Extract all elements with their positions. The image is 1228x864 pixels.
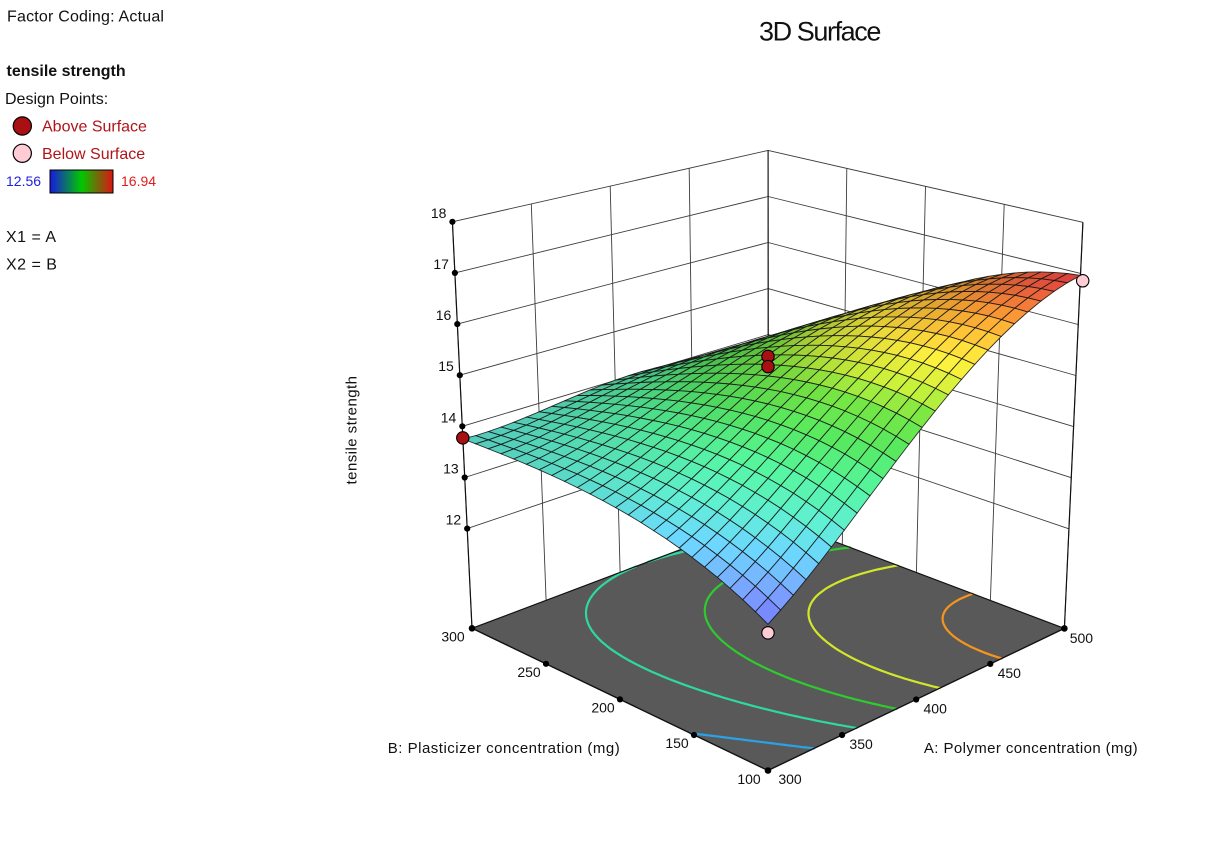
svg-text:150: 150 [665, 735, 689, 751]
svg-text:Above Surface: Above Surface [42, 119, 147, 136]
svg-text:300: 300 [778, 771, 802, 787]
svg-text:B: Plasticizer concentration (: B: Plasticizer concentration (mg) [388, 740, 620, 757]
svg-text:X2 = B: X2 = B [6, 257, 57, 274]
svg-text:12: 12 [446, 512, 462, 528]
svg-text:Factor Coding: Actual: Factor Coding: Actual [7, 9, 164, 26]
svg-text:X1 = A: X1 = A [6, 229, 57, 246]
svg-text:13: 13 [443, 461, 459, 477]
svg-text:400: 400 [924, 701, 948, 717]
svg-text:100: 100 [737, 771, 761, 787]
svg-text:tensile strength: tensile strength [7, 63, 126, 80]
svg-text:tensile strength: tensile strength [344, 376, 361, 485]
svg-text:350: 350 [849, 736, 873, 752]
svg-text:15: 15 [438, 358, 454, 374]
svg-text:500: 500 [1070, 630, 1094, 646]
svg-text:250: 250 [517, 664, 541, 680]
svg-text:A: Polymer concentration (mg): A: Polymer concentration (mg) [924, 740, 1138, 757]
svg-text:200: 200 [591, 699, 615, 715]
svg-text:300: 300 [441, 628, 465, 644]
svg-text:3D Surface: 3D Surface [759, 17, 880, 47]
svg-text:450: 450 [998, 665, 1022, 681]
svg-text:Design Points:: Design Points: [5, 91, 108, 108]
svg-text:16.94: 16.94 [121, 173, 156, 189]
svg-text:14: 14 [441, 409, 457, 425]
svg-text:18: 18 [431, 205, 447, 221]
svg-text:16: 16 [436, 307, 452, 323]
svg-text:17: 17 [433, 256, 449, 272]
svg-text:Below Surface: Below Surface [42, 146, 145, 163]
svg-text:12.56: 12.56 [6, 173, 41, 189]
